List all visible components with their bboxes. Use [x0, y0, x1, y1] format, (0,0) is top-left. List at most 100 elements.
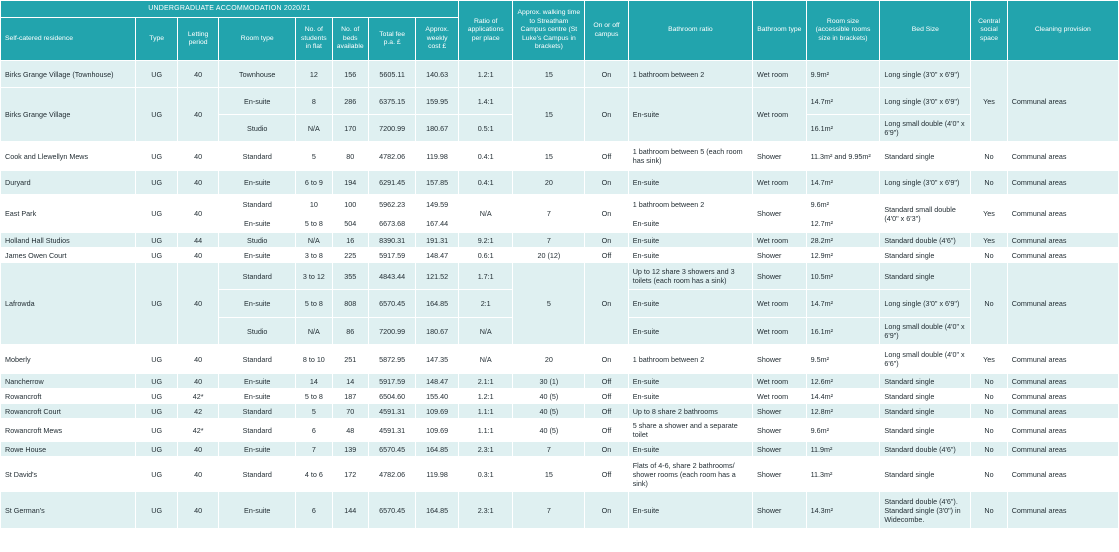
cell-residence: Rowancroft: [1, 389, 136, 403]
cell-residence: Moberly: [1, 345, 136, 373]
cell-walk: 15: [513, 457, 585, 491]
cell-type: UG: [136, 171, 177, 194]
cell-fee: 8390.31: [368, 233, 416, 247]
cell-letting: 40: [177, 61, 219, 87]
cell-letting: 40: [177, 195, 219, 232]
cell-letting: 40: [177, 345, 219, 373]
cell-social: No: [971, 248, 1007, 262]
cell-ratio: 1.4:1: [458, 88, 513, 114]
cell-campus: Off: [585, 374, 628, 388]
cell-beds: 156: [332, 61, 368, 87]
cell-beds: 194: [332, 171, 368, 194]
cell-social: Yes: [971, 345, 1007, 373]
cell-room-size: 14.7m²: [806, 290, 880, 317]
cell-campus: On: [585, 345, 628, 373]
cell-bed-size: Standard double (4'6"). Standard single …: [880, 492, 971, 528]
cell-beds: 504: [332, 214, 368, 232]
cell-room-type: Standard: [219, 404, 296, 418]
cell-campus: On: [585, 61, 628, 87]
cell-weekly: 180.67: [416, 318, 458, 344]
table-row: East Park UG 40 Standard 10 100 5962.23 …: [1, 195, 1118, 232]
cell-bathroom-ratio: En-suite: [628, 492, 753, 528]
cell-beds: 48: [332, 419, 368, 441]
cell-campus: On: [585, 88, 628, 141]
cell-cleaning: Communal areas: [1007, 442, 1118, 456]
cell-bathroom-ratio: En-suite: [628, 318, 753, 344]
cell-students: 12: [296, 61, 332, 87]
cell-letting: 40: [177, 442, 219, 456]
cell-room-size: 11.9m²: [806, 442, 880, 456]
table-row: Rowe House UG 40 En-suite 7 139 6570.45 …: [1, 442, 1118, 456]
table-row: Birks Grange Village (Townhouse) UG 40 T…: [1, 61, 1118, 141]
cell-walk: 7: [513, 442, 585, 456]
cell-room-size: 14.7m²: [806, 88, 880, 114]
cell-walk: 15: [513, 142, 585, 170]
cell-walk: 20 (12): [513, 248, 585, 262]
cell-cleaning: Communal areas: [1007, 419, 1118, 441]
cell-type: UG: [136, 457, 177, 491]
col-students: No. of students in flat: [296, 18, 332, 60]
cell-beds: 251: [332, 345, 368, 373]
cell-residence: Lafrowda: [1, 263, 136, 344]
cell-bathroom-ratio: En-suite: [628, 248, 753, 262]
cell-room-size: 28.2m²: [806, 233, 880, 247]
cell-bed-size: Standard single: [880, 142, 971, 170]
col-social: Central social space: [971, 1, 1007, 60]
cell-fee: 4591.31: [368, 404, 416, 418]
cell-fee: 6570.45: [368, 290, 416, 317]
cell-social: No: [971, 171, 1007, 194]
cell-bed-size: Standard single: [880, 374, 971, 388]
cell-students: 5 to 8: [296, 389, 332, 403]
cell-ratio: N/A: [458, 195, 513, 232]
cell-campus: Off: [585, 404, 628, 418]
cell-bathroom-type: Shower: [753, 492, 806, 528]
cell-beds: 225: [332, 248, 368, 262]
cell-room-type: Townhouse: [219, 61, 296, 87]
cell-room-size: 14.3m²: [806, 492, 880, 528]
cell-social: No: [971, 442, 1007, 456]
cell-bathroom-ratio: En-suite: [628, 171, 753, 194]
cell-bathroom-ratio: En-suite: [628, 290, 753, 317]
cell-ratio: 0.4:1: [458, 171, 513, 194]
cell-bathroom-ratio: 1 bathroom between 2: [628, 195, 753, 213]
cell-room-type: En-suite: [219, 442, 296, 456]
cell-walk: 7: [513, 492, 585, 528]
cell-social: No: [971, 389, 1007, 403]
cell-letting: 40: [177, 374, 219, 388]
cell-students: 8: [296, 88, 332, 114]
cell-walk: 40 (5): [513, 389, 585, 403]
cell-bathroom-type: Shower: [753, 263, 806, 289]
cell-bathroom-type: Shower: [753, 442, 806, 456]
table-row: Nancherrow UG 40 En-suite 14 14 5917.59 …: [1, 374, 1118, 388]
cell-fee: 7200.99: [368, 115, 416, 141]
cell-beds: 16: [332, 233, 368, 247]
cell-bed-size: Standard single: [880, 248, 971, 262]
cell-ratio: 1.1:1: [458, 404, 513, 418]
cell-students: 5: [296, 142, 332, 170]
cell-type: UG: [136, 442, 177, 456]
cell-type: UG: [136, 195, 177, 232]
cell-bed-size: Long single (3'0" x 6'9"): [880, 171, 971, 194]
cell-bathroom-type: Wet room: [753, 374, 806, 388]
cell-bathroom-type: Wet room: [753, 233, 806, 247]
cell-campus: Off: [585, 419, 628, 441]
cell-bed-size: Standard single: [880, 419, 971, 441]
cell-letting: 40: [177, 88, 219, 141]
cell-beds: 144: [332, 492, 368, 528]
cell-bathroom-ratio: En-suite: [628, 88, 753, 141]
cell-campus: Off: [585, 457, 628, 491]
cell-room-size: 14.7m²: [806, 171, 880, 194]
cell-bed-size: Long single (3'0" x 6'9"): [880, 88, 971, 114]
table-row: Lafrowda UG 40 Standard 3 to 12 355 4843…: [1, 263, 1118, 344]
cell-bathroom-ratio: 5 share a shower and a separate toilet: [628, 419, 753, 441]
cell-students: 3 to 8: [296, 248, 332, 262]
cell-letting: 42: [177, 404, 219, 418]
cell-students: 3 to 12: [296, 263, 332, 289]
cell-weekly: 109.69: [416, 404, 458, 418]
cell-weekly: 109.69: [416, 419, 458, 441]
table-header: UNDERGRADUATE ACCOMMODATION 2020/21 Rati…: [1, 1, 1118, 60]
cell-weekly: 148.47: [416, 248, 458, 262]
cell-weekly: 119.98: [416, 142, 458, 170]
cell-ratio: 0.5:1: [458, 115, 513, 141]
cell-social: No: [971, 142, 1007, 170]
